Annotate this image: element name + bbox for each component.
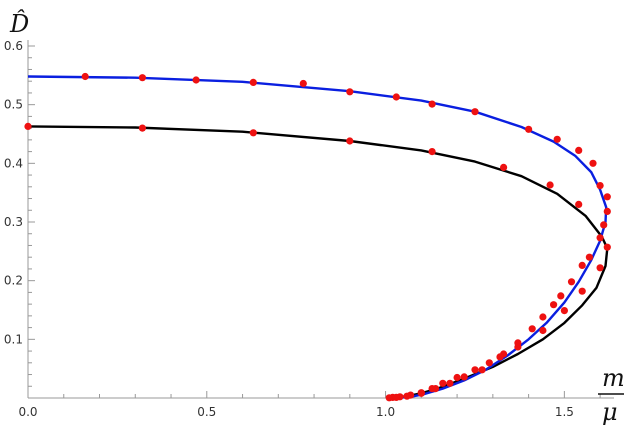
blue-curve-point: [138, 74, 146, 82]
blue-curve-point: [417, 389, 425, 397]
blue-curve-point: [596, 182, 604, 190]
x-axis-title-numerator: m: [602, 364, 625, 392]
y-tick-label: 0.3: [4, 215, 23, 229]
blue-curve-point: [603, 207, 611, 215]
tick-labels: 0.0 0.5 1.0 1.5 0.1 0.2 0.3 0.4 0.5 0.6: [4, 39, 574, 419]
black-curve-point: [471, 366, 479, 374]
blue-curve-point: [192, 76, 200, 84]
blue-curve-point: [81, 72, 89, 81]
blue-curve-point: [478, 366, 486, 374]
blue-curve-point: [585, 253, 594, 261]
blue-curve-point: [446, 379, 454, 387]
black-curve-point: [596, 264, 604, 272]
x-tick-label: 0.5: [197, 405, 216, 419]
blue-curve-point: [249, 78, 257, 86]
black-curve-point: [249, 129, 257, 137]
blue-curve-point: [392, 93, 400, 101]
x-tick-label: 1.0: [376, 405, 395, 419]
blue-curve-point: [553, 135, 561, 143]
black-curve-point: [575, 200, 583, 208]
blue-curve-point: [550, 301, 558, 309]
black-curve-point: [603, 243, 611, 251]
blue-curve-point: [600, 221, 608, 229]
blue-curve-point: [575, 146, 583, 154]
x-axis-title-denominator: μ: [602, 398, 618, 426]
y-tick-label: 0.1: [4, 332, 23, 346]
black-curve-point: [428, 148, 436, 156]
black-curve-point: [24, 122, 32, 130]
blue-curve-point: [403, 392, 411, 400]
blue-curve-point: [299, 79, 307, 88]
black-curve-point: [485, 359, 493, 367]
blue-curve-point: [539, 313, 547, 321]
axis-titles: D̂ m μ: [9, 10, 625, 426]
blue-curve-point: [589, 159, 597, 167]
blue-curve-point: [578, 261, 586, 269]
blue-curve-point: [392, 393, 400, 401]
blue-curve-point: [514, 339, 522, 347]
blue-curve-point: [557, 292, 565, 300]
black-curve-point: [546, 181, 554, 189]
black-curve: [27, 125, 609, 399]
blue-curve-point: [385, 394, 393, 402]
blue-curve-point: [346, 88, 354, 96]
axes: [27, 40, 614, 399]
blue-curve-point: [603, 193, 611, 201]
blue-curve-point: [525, 125, 533, 133]
black-curve-point: [138, 124, 146, 132]
y-tick-label: 0.5: [4, 98, 23, 112]
blue-curve-point: [496, 353, 504, 361]
blue-curve-point: [528, 325, 536, 333]
blue-curve-point: [432, 385, 440, 393]
blue-curve-point: [596, 234, 604, 242]
y-tick-label: 0.6: [4, 39, 23, 53]
y-tick-label: 0.2: [4, 274, 23, 288]
black-curve-point: [346, 137, 354, 145]
y-tick-label: 0.4: [4, 156, 23, 170]
black-curve-point: [539, 326, 547, 335]
data-points: [24, 72, 611, 402]
x-tick-label: 0.0: [18, 405, 37, 419]
blue-curve-point: [471, 108, 479, 116]
x-tick-label: 1.5: [555, 405, 574, 419]
blue-curve-point: [460, 373, 468, 381]
black-curve-point: [578, 287, 586, 295]
black-curve-point: [560, 307, 569, 315]
blue-curve-point: [567, 278, 576, 286]
black-curve-point: [453, 373, 461, 382]
black-curve-point: [439, 379, 447, 387]
y-axis-title: D̂: [9, 10, 29, 38]
black-curve-point: [500, 163, 508, 171]
blue-curve-point: [428, 100, 436, 108]
